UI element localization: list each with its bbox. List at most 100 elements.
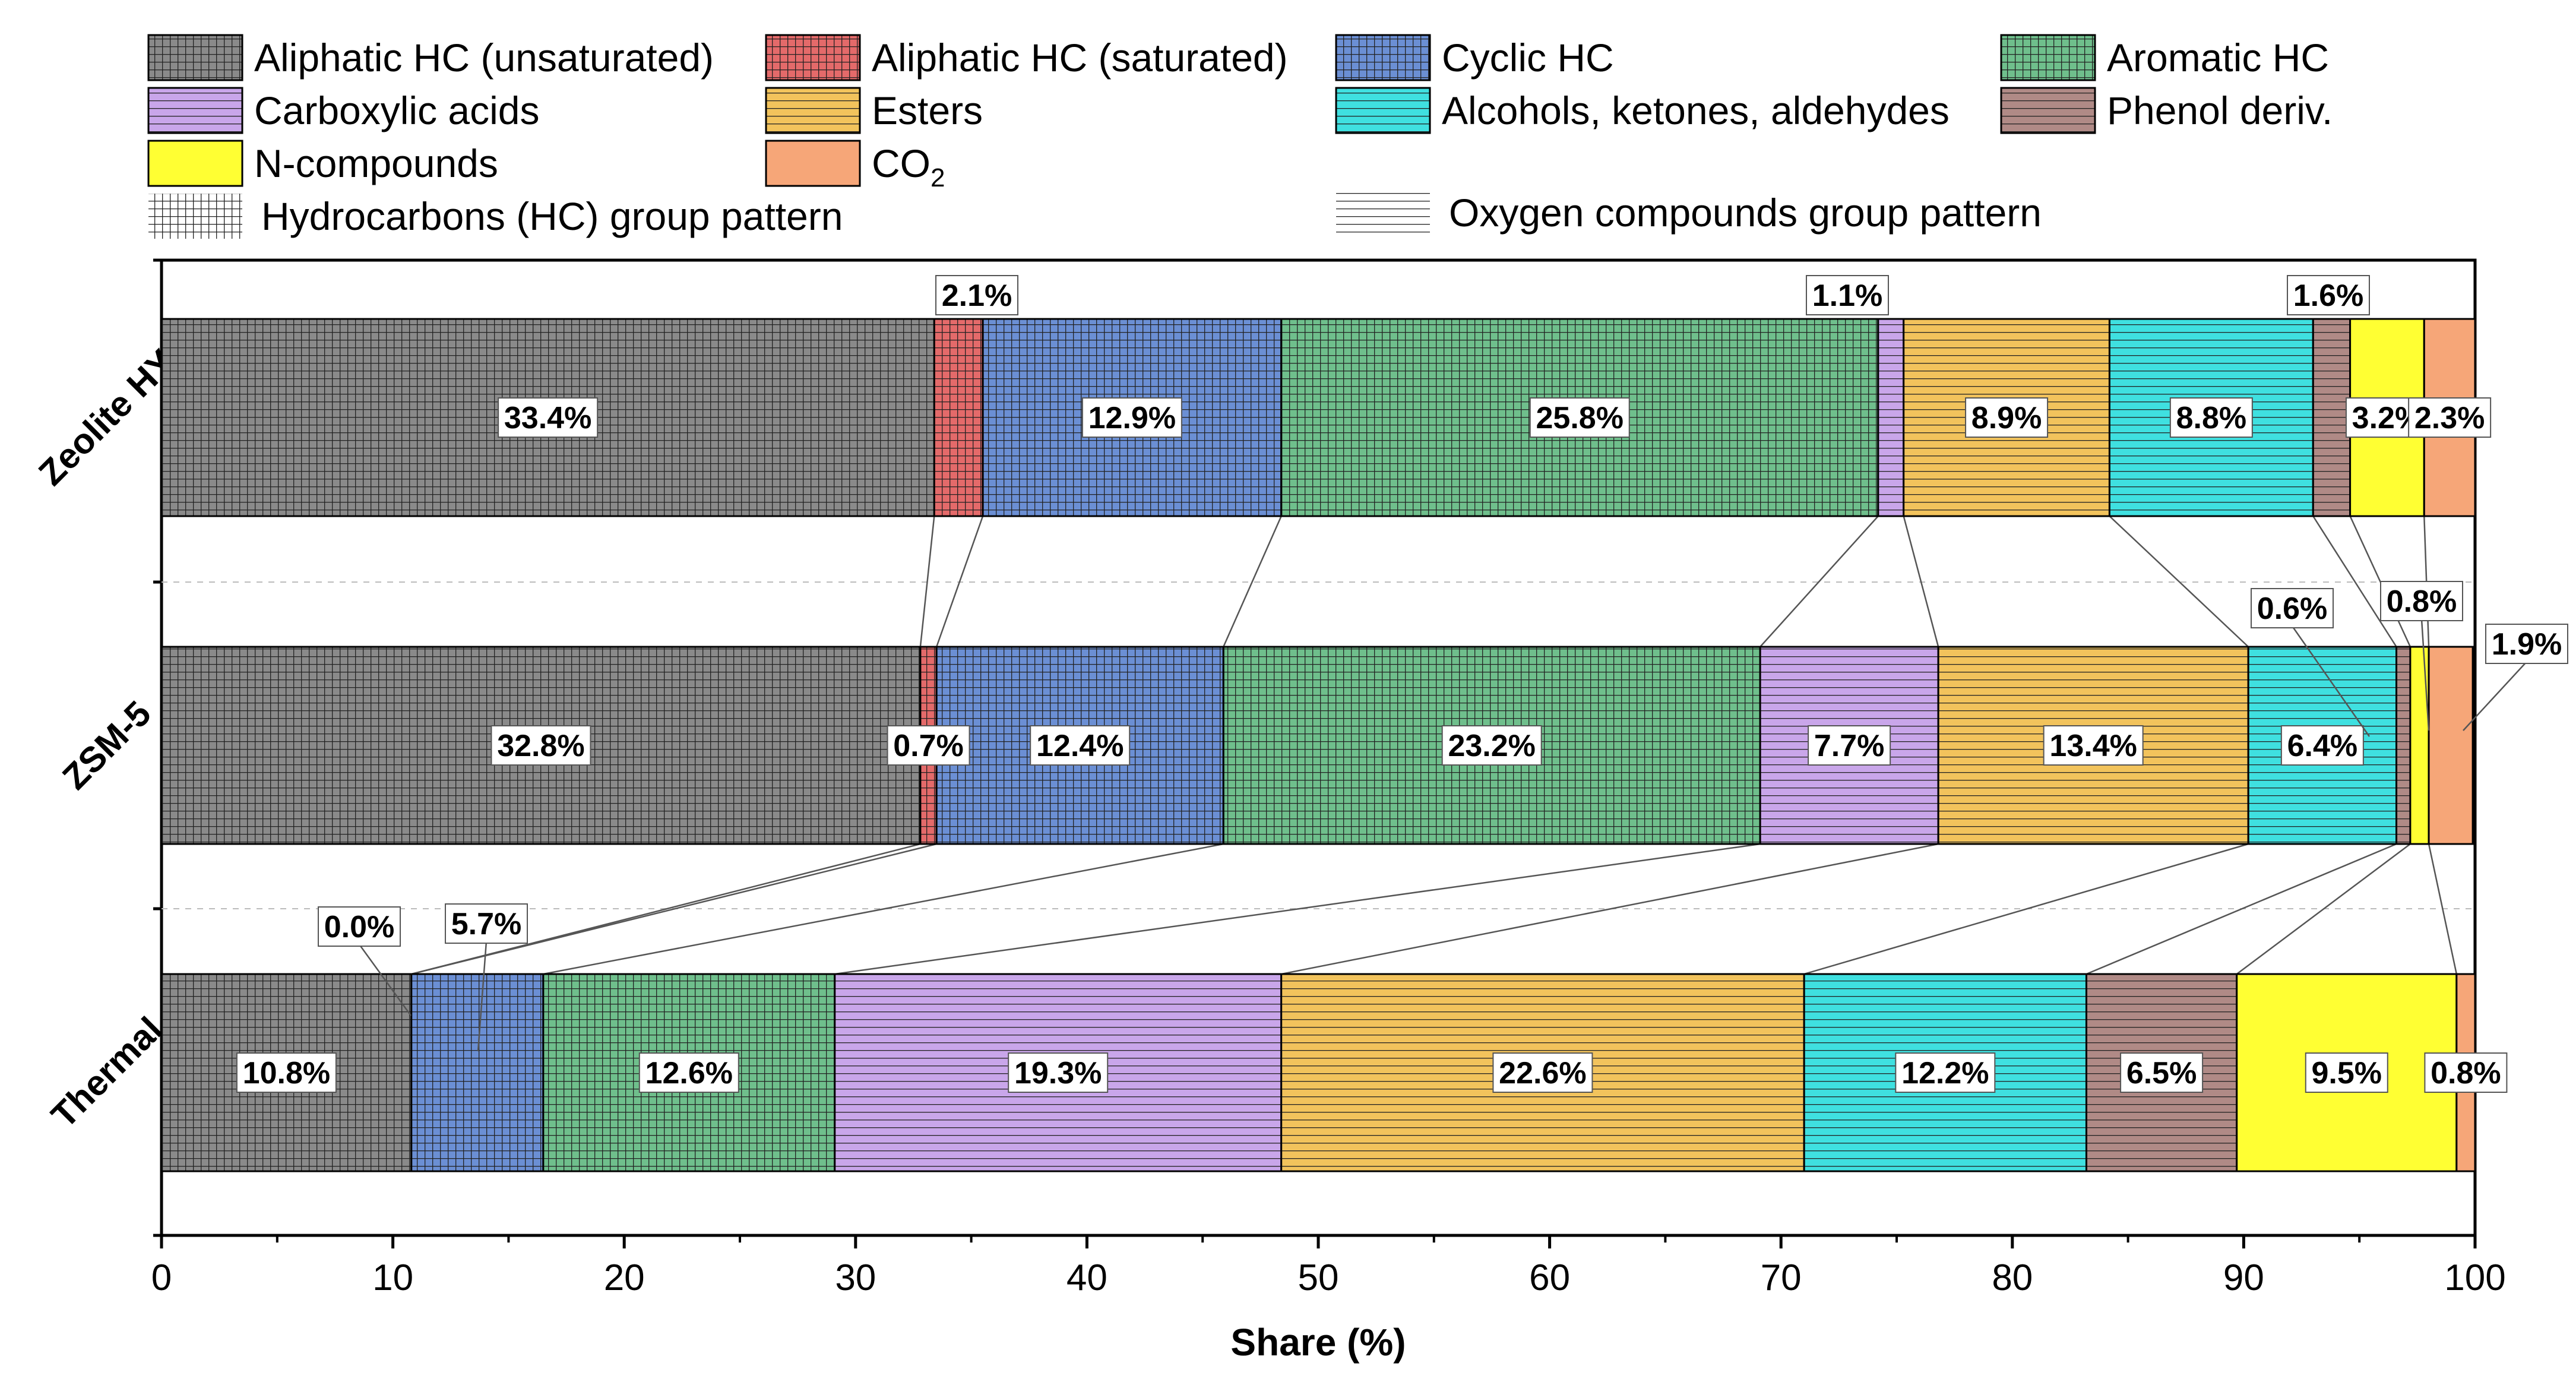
bar-segment-phenol-deriv-zeolite-hy — [2312, 318, 2352, 517]
data-label-box — [1806, 275, 1889, 315]
data-label-box — [2043, 725, 2144, 766]
legend-item-aromatic-hc: Aromatic HC — [2000, 34, 2329, 81]
x-tick-label: 40 — [1067, 1257, 1107, 1298]
pattern-swatch — [1336, 190, 1430, 235]
data-label-co-zeolite-hy: 2.3% — [2414, 401, 2485, 435]
legend-item-aliphatic-hc-saturated: Aliphatic HC (saturated) — [765, 34, 1288, 81]
connector-line — [1281, 843, 1939, 975]
category-label-group: ZSM-5 — [55, 693, 159, 797]
legend-label: Cyclic HC — [1442, 36, 1614, 80]
data-label-box — [935, 275, 1018, 315]
x-tick-label: 70 — [1761, 1257, 1802, 1298]
plot-area: 0 10 20 30 40 50 60 70 80 90 100 Share (%) Zeolite H… — [31, 258, 2568, 1364]
x-tick-label: 60 — [1529, 1257, 1570, 1298]
pattern-legend-hydrocarbons-hc-group-pattern: Hydrocarbons (HC) group pattern — [148, 194, 843, 239]
connector-line — [411, 843, 937, 975]
data-label-box — [1008, 1052, 1109, 1093]
data-label-phenol-deriv-thermal: 6.5% — [2126, 1056, 2197, 1090]
data-label-box — [1441, 725, 1542, 766]
category-label-zeolite-hy: Zeolite HY — [31, 342, 182, 493]
data-label-box — [638, 1052, 739, 1093]
data-label-esters-zsm-5: 13.4% — [2049, 729, 2137, 763]
label-leader-line — [2291, 625, 2371, 737]
data-label-box — [2287, 275, 2370, 315]
connector-line — [919, 516, 935, 647]
category-label-group: Thermal — [43, 1009, 169, 1135]
data-label-box — [2485, 624, 2568, 664]
category-label-group: Zeolite HY — [31, 342, 182, 493]
data-label-box — [490, 725, 591, 766]
data-label-box — [2424, 1052, 2508, 1093]
data-label-alcohols-ketones-aldehydes-zeolite-hy: 8.8% — [2176, 401, 2247, 435]
legend-swatch — [765, 34, 861, 81]
connector-lines — [411, 516, 2458, 975]
data-label-cyclic-hc-zsm-5: 12.4% — [1036, 729, 1124, 763]
data-label-cyclic-hc-thermal: 5.7% — [451, 907, 522, 941]
bar-segment-aliphatic-hc-saturated-zeolite-hy — [933, 318, 984, 517]
data-label-box — [2408, 397, 2492, 438]
data-label-alcohols-ketones-aldehydes-zsm-5: 6.4% — [2287, 729, 2358, 763]
data-label-aromatic-hc-zsm-5: 23.2% — [1448, 729, 1535, 763]
data-label-box — [318, 906, 401, 947]
bar-segment-phenol-deriv-zsm-5 — [2395, 646, 2412, 845]
legend-label: Aliphatic HC (unsaturated) — [254, 36, 714, 80]
data-label-co-zsm-5: 1.9% — [2492, 627, 2562, 662]
x-tick-label: 50 — [1298, 1257, 1339, 1298]
legend-label: Alcohols, ketones, aldehydes — [1442, 88, 1950, 132]
data-label-phenol-deriv-zeolite-hy: 1.6% — [2293, 279, 2364, 313]
data-label-carboxylic-acids-zsm-5: 7.7% — [1814, 729, 1885, 763]
pattern-legend-label: Hydrocarbons (HC) group pattern — [261, 194, 843, 238]
legend-swatch — [765, 140, 861, 187]
legend-label: Esters — [872, 88, 983, 132]
x-tick-label: 30 — [835, 1257, 876, 1298]
bar-segment-n-compounds-zsm-5 — [2409, 646, 2430, 845]
data-label-box — [887, 725, 970, 766]
data-label-aliphatic-hc-unsaturated-thermal: 10.8% — [243, 1056, 330, 1090]
connector-line — [2109, 516, 2249, 647]
x-tick-label: 100 — [2444, 1257, 2505, 1298]
data-label-n-compounds-zsm-5: 0.8% — [2387, 584, 2457, 619]
legend-label: Carboxylic acids — [254, 88, 540, 132]
data-label-box — [1081, 397, 1182, 438]
bar-segment-carboxylic-acids-zeolite-hy — [1877, 318, 1905, 517]
data-label-aliphatic-hc-saturated-thermal: 0.0% — [324, 910, 395, 944]
label-leader-line — [477, 941, 488, 1052]
connector-line — [543, 843, 1224, 975]
legend-label: Aromatic HC — [2107, 36, 2329, 80]
label-leader-line — [358, 944, 412, 1016]
data-label-phenol-deriv-zsm-5: 0.6% — [2257, 592, 2328, 626]
connector-line — [935, 516, 984, 647]
connector-line — [2312, 516, 2397, 647]
x-tick-label: 10 — [372, 1257, 413, 1298]
legend: Aliphatic HC (unsaturated) Aliphatic HC (… — [147, 34, 2333, 239]
data-labels: 33.4%2.1%12.9% 25.8%1.1%8.9% 8.8%1.6%3.2%2… — [236, 275, 2568, 1093]
connector-line — [2236, 843, 2411, 975]
category-label-thermal: Thermal — [43, 1009, 169, 1135]
data-label-aliphatic-hc-saturated-zeolite-hy: 2.1% — [942, 279, 1012, 313]
data-label-box — [1030, 725, 1131, 766]
data-label-box — [2120, 1052, 2204, 1093]
legend-label: Phenol deriv. — [2107, 88, 2333, 132]
data-label-box — [2169, 397, 2253, 438]
connector-line — [1223, 516, 1282, 647]
legend-swatch — [1335, 34, 1431, 81]
legend-label: N-compounds — [254, 141, 498, 185]
legend-item-esters: Esters — [765, 87, 983, 134]
data-label-box — [1529, 397, 1630, 438]
x-axis-title: Share (%) — [1230, 1321, 1406, 1364]
x-tick-label: 0 — [151, 1257, 172, 1298]
data-label-box — [2251, 588, 2334, 628]
legend-item-aliphatic-hc-unsaturated: Aliphatic HC (unsaturated) — [147, 34, 714, 81]
data-label-esters-zeolite-hy: 8.9% — [1971, 401, 2042, 435]
data-label-aliphatic-hc-saturated-zsm-5: 0.7% — [893, 729, 964, 763]
bar-zsm-5 — [160, 646, 2474, 845]
data-label-aromatic-hc-thermal: 12.6% — [645, 1056, 733, 1090]
data-label-box — [236, 1052, 337, 1093]
label-leader-line — [2420, 618, 2430, 731]
bar-segment-cyclic-hc-thermal — [410, 973, 545, 1172]
legend-swatch — [147, 140, 243, 187]
legend-swatch — [2000, 87, 2096, 134]
legend-label-subscript: 2 — [931, 163, 945, 192]
bar-segment-co-zsm-5 — [2428, 646, 2474, 845]
